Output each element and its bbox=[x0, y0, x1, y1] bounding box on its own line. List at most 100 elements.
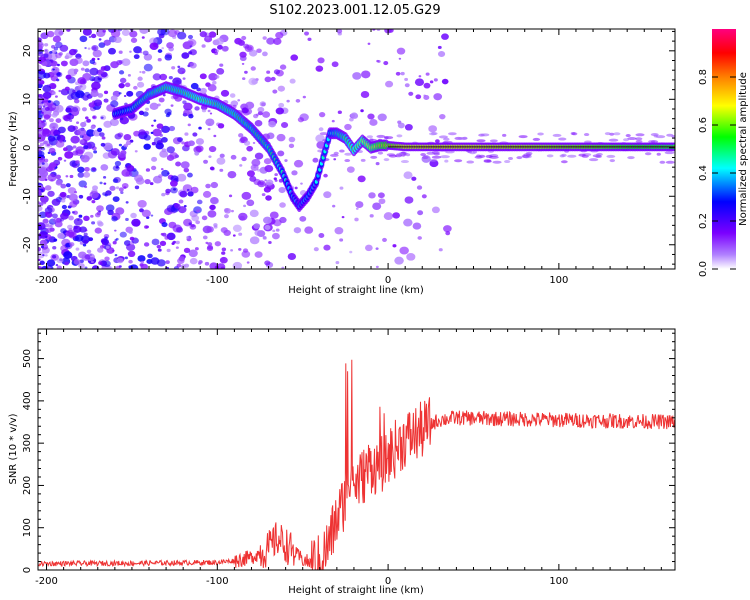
noise-speckle bbox=[42, 254, 45, 257]
noise-speckle bbox=[184, 132, 189, 136]
noise-speckle bbox=[152, 128, 162, 137]
noise-speckle bbox=[433, 93, 443, 101]
noise-speckle bbox=[114, 133, 122, 140]
noise-speckle bbox=[139, 71, 142, 74]
noise-speckle bbox=[91, 33, 97, 39]
noise-speckle bbox=[103, 39, 111, 46]
noise-speckle bbox=[48, 136, 55, 142]
noise-speckle bbox=[38, 110, 44, 119]
noise-speckle bbox=[404, 123, 413, 131]
noise-speckle bbox=[44, 211, 49, 215]
noise-speckle bbox=[169, 152, 178, 160]
noise-speckle bbox=[168, 75, 173, 80]
noise-speckle bbox=[157, 58, 162, 62]
noise-speckle bbox=[54, 29, 64, 37]
noise-speckle bbox=[416, 185, 423, 190]
noise-speckle bbox=[84, 229, 88, 232]
noise-speckle bbox=[56, 71, 63, 78]
noise-speckle bbox=[560, 160, 568, 164]
noise-speckle bbox=[172, 77, 182, 86]
noise-speckle bbox=[238, 247, 242, 251]
noise-speckle bbox=[128, 259, 133, 264]
noise-speckle bbox=[474, 155, 483, 159]
noise-speckle bbox=[55, 95, 58, 98]
noise-speckle bbox=[423, 82, 431, 89]
noise-speckle bbox=[66, 29, 71, 32]
noise-speckle bbox=[113, 36, 122, 44]
noise-speckle bbox=[440, 155, 450, 159]
noise-speckle bbox=[151, 238, 160, 246]
noise-speckle bbox=[352, 72, 362, 80]
noise-speckle bbox=[335, 261, 340, 265]
noise-speckle bbox=[64, 86, 70, 91]
noise-speckle bbox=[159, 150, 169, 158]
noise-speckle bbox=[68, 215, 74, 221]
noise-speckle bbox=[115, 237, 119, 241]
noise-speckle bbox=[38, 205, 43, 212]
noise-speckle bbox=[38, 102, 44, 107]
noise-speckle bbox=[96, 211, 101, 216]
noise-speckle bbox=[125, 170, 133, 177]
noise-speckle bbox=[188, 249, 198, 258]
noise-speckle bbox=[74, 137, 79, 141]
noise-speckle bbox=[312, 157, 319, 163]
noise-speckle bbox=[208, 155, 212, 158]
noise-speckle bbox=[99, 181, 103, 185]
noise-speckle bbox=[103, 176, 107, 179]
noise-speckle bbox=[415, 94, 422, 100]
noise-speckle bbox=[323, 173, 328, 178]
noise-speckle bbox=[194, 247, 199, 251]
noise-speckle bbox=[168, 221, 177, 229]
noise-speckle bbox=[161, 148, 167, 153]
noise-speckle bbox=[103, 90, 109, 95]
noise-speckle bbox=[635, 139, 643, 143]
noise-speckle bbox=[51, 66, 60, 74]
noise-speckle bbox=[153, 137, 163, 144]
noise-speckle bbox=[504, 160, 511, 164]
noise-speckle bbox=[45, 227, 52, 234]
noise-speckle bbox=[56, 265, 62, 269]
noise-speckle bbox=[51, 112, 58, 118]
noise-speckle bbox=[65, 114, 72, 119]
noise-speckle bbox=[395, 71, 401, 76]
noise-speckle bbox=[103, 182, 107, 185]
noise-speckle bbox=[156, 259, 166, 267]
noise-speckle bbox=[120, 191, 124, 194]
noise-speckle bbox=[431, 206, 440, 214]
noise-speckle bbox=[161, 169, 170, 177]
noise-speckle bbox=[437, 45, 442, 50]
noise-speckle bbox=[143, 143, 151, 150]
noise-speckle bbox=[609, 159, 615, 163]
noise-speckle bbox=[290, 54, 299, 61]
noise-speckle bbox=[136, 81, 145, 88]
noise-speckle bbox=[158, 97, 165, 103]
noise-speckle bbox=[183, 110, 190, 116]
y-tick-label: 200 bbox=[22, 476, 33, 495]
noise-speckle bbox=[97, 127, 103, 133]
noise-speckle bbox=[433, 78, 438, 82]
noise-speckle bbox=[232, 224, 242, 233]
noise-speckle bbox=[51, 213, 58, 219]
noise-speckle bbox=[52, 246, 57, 250]
y-tick-label: 0 bbox=[22, 145, 33, 151]
noise-speckle bbox=[264, 225, 271, 230]
noise-speckle bbox=[196, 209, 200, 213]
noise-speckle bbox=[204, 261, 210, 266]
noise-speckle bbox=[67, 224, 73, 230]
noise-speckle bbox=[254, 120, 263, 127]
noise-speckle bbox=[261, 193, 266, 197]
noise-speckle bbox=[369, 119, 378, 126]
noise-speckle bbox=[46, 259, 56, 267]
noise-speckle bbox=[135, 177, 145, 185]
noise-speckle bbox=[155, 142, 164, 150]
noise-speckle bbox=[207, 210, 217, 218]
noise-speckle bbox=[55, 52, 62, 59]
noise-speckle bbox=[160, 232, 164, 236]
snr-panel: -200 -100 0 100 0 100 200 300 400 500 Height of s… bbox=[8, 328, 676, 596]
noise-speckle bbox=[112, 90, 121, 97]
noise-speckle bbox=[360, 109, 364, 113]
noise-speckle bbox=[78, 180, 87, 188]
noise-speckle bbox=[38, 258, 41, 262]
noise-speckle bbox=[39, 239, 48, 246]
